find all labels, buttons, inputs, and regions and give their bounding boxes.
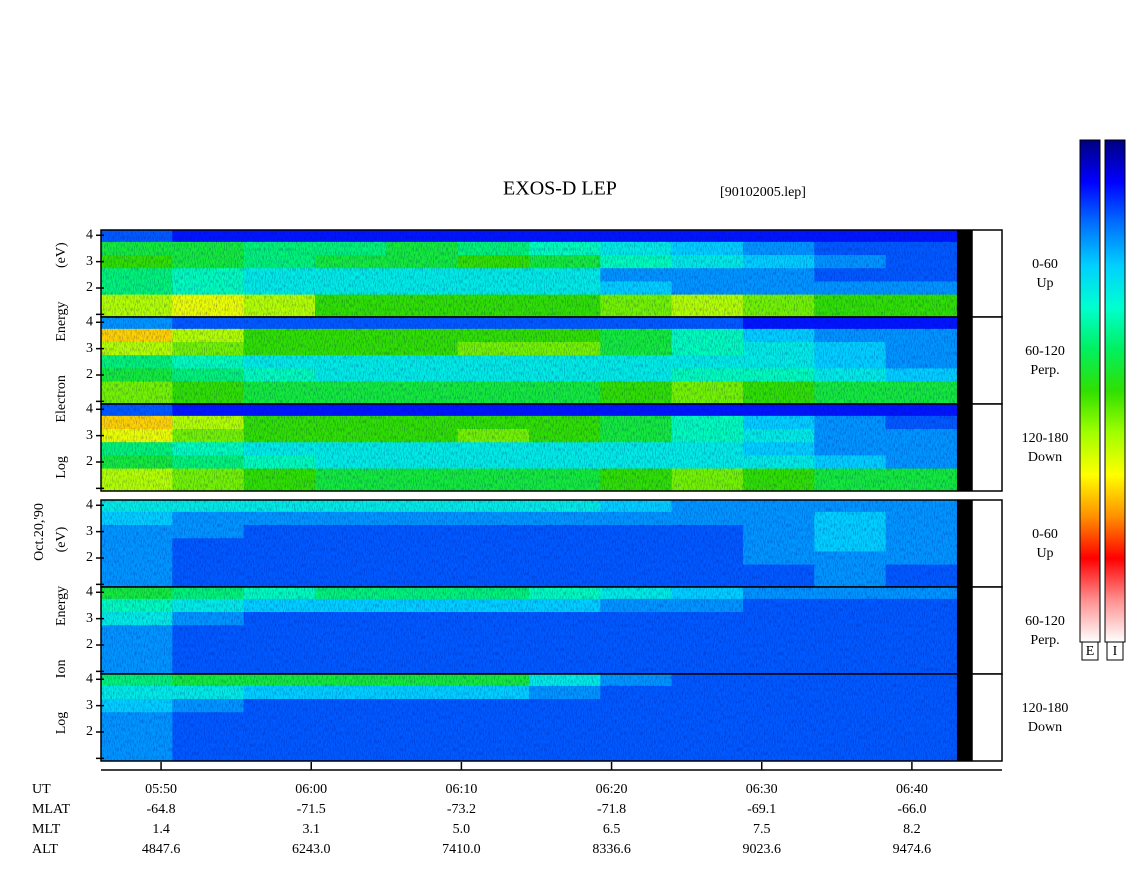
y-tick-label: 3: [86, 524, 93, 539]
y-tick-label: 2: [86, 280, 93, 295]
y-tick-label: 2: [86, 367, 93, 382]
no-data-strip: [956, 317, 972, 404]
ephemeris-value: 9023.6: [742, 842, 781, 857]
no-data-strip: [956, 587, 972, 674]
panel: 2 3 4 60-120 Perp.: [86, 584, 1065, 675]
y-tick-label: 2: [86, 550, 93, 565]
colorbar-label-box: [1106, 641, 1124, 661]
ephemeris-name: MLAT: [32, 802, 71, 817]
date-label: Oct.20,'90: [32, 503, 47, 561]
colorbar-label-box: [1081, 641, 1099, 661]
y-tick-label: 2: [86, 637, 93, 652]
ephemeris-name: ALT: [32, 842, 58, 857]
panel-direction-label: Perp.: [1030, 633, 1059, 648]
x-tick-label: 06:30: [746, 782, 778, 797]
x-tick-label: 05:50: [145, 782, 177, 797]
y-tick-label: 4: [86, 497, 93, 512]
ephemeris-value: -71.5: [297, 802, 326, 817]
panel-direction-label: Perp.: [1030, 363, 1059, 378]
y-tick-label: 4: [86, 401, 93, 416]
y-axis-label: Log Ion Energy (eV): [54, 526, 69, 734]
y-tick-label: 4: [86, 314, 93, 329]
noise-overlay: [101, 587, 957, 674]
x-tick-label: 06:40: [896, 782, 928, 797]
noise-overlay: [101, 317, 957, 404]
ephemeris-value: -69.1: [747, 802, 776, 817]
panel-direction-label: Up: [1036, 276, 1053, 291]
y-tick-label: 3: [86, 698, 93, 713]
y-tick-label: 3: [86, 341, 93, 356]
file-label: [90102005.lep]: [720, 185, 806, 200]
ephemeris-value: -64.8: [146, 802, 175, 817]
panel-angle-label: 120-180: [1022, 431, 1069, 446]
x-tick-label: 06:00: [295, 782, 327, 797]
y-tick-label: 4: [86, 671, 93, 686]
y-axis-label: Log Electron Energy (eV): [54, 242, 69, 479]
colorbar-label: E: [1086, 644, 1095, 659]
ephemeris-value: 8336.6: [592, 842, 631, 857]
ephemeris-value: -66.0: [897, 802, 926, 817]
x-axis-label: UT: [32, 782, 51, 797]
ephemeris-value: 6.5: [603, 822, 621, 837]
panel: 2 3 4 120-180 Down: [86, 401, 1069, 492]
y-tick-label: 4: [86, 584, 93, 599]
no-data-strip: [956, 500, 972, 587]
ephemeris-value: 6243.0: [292, 842, 331, 857]
ephemeris-value: -71.8: [597, 802, 626, 817]
y-tick-label: 3: [86, 254, 93, 269]
no-data-strip: [956, 230, 972, 317]
noise-overlay: [101, 500, 957, 587]
chart-title: EXOS-D LEP: [503, 178, 617, 200]
no-data-strip: [956, 404, 972, 491]
ephemeris-value: 4847.6: [142, 842, 181, 857]
panel-angle-label: 60-120: [1025, 614, 1065, 629]
panel-angle-label: 0-60: [1032, 257, 1058, 272]
panel: 2 3 4 0-60 Up: [86, 227, 1058, 318]
ephemeris-name: MLT: [32, 822, 61, 837]
y-tick-label: 2: [86, 454, 93, 469]
panel-direction-label: Down: [1028, 720, 1062, 735]
colorbar: [1104, 139, 1126, 643]
panel-frame: [100, 403, 1003, 492]
panel: 2 3 4 60-120 Perp.: [86, 314, 1065, 405]
colorbar: [1079, 139, 1101, 643]
ephemeris-value: -73.2: [447, 802, 476, 817]
noise-overlay: [101, 674, 957, 761]
ephemeris-value: 7.5: [753, 822, 771, 837]
y-tick-label: 2: [86, 724, 93, 739]
y-tick-label: 4: [86, 227, 93, 242]
panel: 2 3 4 0-60 Up: [86, 497, 1058, 588]
panel-direction-label: Up: [1036, 546, 1053, 561]
x-tick-label: 06:10: [445, 782, 477, 797]
noise-overlay: [101, 230, 957, 317]
ephemeris-value: 7410.0: [442, 842, 481, 857]
y-tick-label: 3: [86, 611, 93, 626]
ephemeris-value: 1.4: [152, 822, 170, 837]
panel-angle-label: 60-120: [1025, 344, 1065, 359]
panel-angle-label: 0-60: [1032, 527, 1058, 542]
noise-overlay: [101, 404, 957, 491]
x-tick-label: 06:20: [596, 782, 628, 797]
panel-angle-label: 120-180: [1022, 701, 1069, 716]
panel: 2 3 4 120-180 Down: [86, 671, 1069, 762]
panel-direction-label: Down: [1028, 450, 1062, 465]
panel-frame: [100, 673, 1003, 762]
colorbar-label: I: [1113, 644, 1118, 659]
ephemeris-value: 3.1: [302, 822, 320, 837]
y-tick-label: 3: [86, 428, 93, 443]
ephemeris-value: 5.0: [453, 822, 471, 837]
ephemeris-value: 9474.6: [893, 842, 932, 857]
ephemeris-value: 8.2: [903, 822, 921, 837]
no-data-strip: [956, 674, 972, 761]
